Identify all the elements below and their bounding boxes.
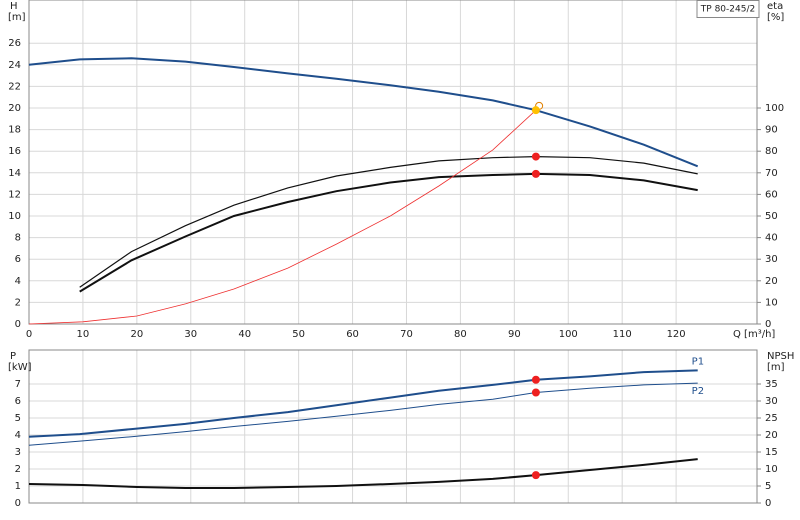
- operating-point: [531, 169, 540, 178]
- y2-tick-label: 30: [765, 254, 778, 265]
- y2-tick-label: 0: [765, 319, 771, 330]
- y-axis-unit: [m]: [8, 12, 26, 23]
- y-tick-label: 2: [15, 464, 21, 475]
- y2-tick-label: 35: [765, 379, 778, 390]
- y-tick-label: 2: [15, 297, 21, 308]
- y2-tick-label: 0: [765, 498, 771, 509]
- plot-frame: [28, 349, 758, 504]
- y2-tick-label: 50: [765, 211, 778, 222]
- title-box: [696, 0, 760, 18]
- y-tick-label: 16: [8, 146, 21, 157]
- series-line: [28, 109, 537, 325]
- x-tick-label: 10: [77, 329, 90, 340]
- series-line: [79, 155, 698, 288]
- y-tick-label: 1: [15, 481, 21, 492]
- y-tick-label: 20: [8, 103, 21, 114]
- y2-axis-unit: [%]: [767, 12, 784, 23]
- y-tick-label: 12: [8, 189, 21, 200]
- y-tick-label: 4: [15, 276, 21, 287]
- plot-area: [29, 0, 757, 324]
- y-tick-label: 6: [15, 254, 21, 265]
- chart-title: TP 80-245/2: [700, 5, 755, 15]
- y2-tick-label: 15: [765, 447, 778, 458]
- y2-tick-label: 20: [765, 430, 778, 441]
- y2-axis-label: eta: [767, 1, 783, 12]
- series-label: P1: [692, 356, 704, 367]
- series-line: [79, 172, 698, 293]
- x-tick-label: 90: [508, 329, 521, 340]
- y2-tick-label: 60: [765, 189, 778, 200]
- x-tick-label: 70: [400, 329, 413, 340]
- y-tick-label: 7: [15, 379, 21, 390]
- series-line: [28, 57, 699, 168]
- operating-point: [531, 106, 540, 115]
- y-tick-label: 4: [15, 430, 21, 441]
- y2-tick-label: 80: [765, 146, 778, 157]
- y2-tick-label: 30: [765, 396, 778, 407]
- y-tick-label: 8: [15, 233, 21, 244]
- operating-point: [531, 471, 540, 480]
- x-tick-label: 20: [130, 329, 143, 340]
- plot-frame: [28, 0, 758, 325]
- y2-tick-label: 40: [765, 233, 778, 244]
- x-tick-label: 60: [346, 329, 359, 340]
- y-tick-label: 0: [15, 498, 21, 509]
- y-axis-label: H: [10, 1, 18, 12]
- y-tick-label: 0: [15, 319, 21, 330]
- x-tick-label: 80: [454, 329, 467, 340]
- operating-point: [531, 388, 540, 397]
- y2-tick-label: 70: [765, 168, 778, 179]
- y2-tick-label: 10: [765, 464, 778, 475]
- y-axis-unit: [kW]: [8, 362, 32, 373]
- series-line: [28, 369, 698, 438]
- x-tick-label: 30: [184, 329, 197, 340]
- y2-tick-label: 100: [765, 103, 784, 114]
- y-tick-label: 18: [8, 125, 21, 136]
- y-tick-label: 14: [8, 168, 21, 179]
- x-tick-label: 40: [238, 329, 251, 340]
- y2-tick-label: 20: [765, 276, 778, 287]
- y2-axis-label: NPSH: [767, 351, 794, 362]
- y-tick-label: 24: [8, 60, 21, 71]
- y-tick-label: 3: [15, 447, 21, 458]
- series-label: P2: [692, 386, 704, 397]
- x-tick-label: 0: [26, 329, 32, 340]
- operating-point: [531, 375, 540, 384]
- operating-point: [531, 152, 540, 161]
- y-tick-label: 5: [15, 413, 21, 424]
- x-axis-label: Q [m³/h]: [733, 329, 775, 340]
- x-tick-label: 120: [667, 329, 686, 340]
- series-line: [28, 382, 698, 446]
- y-axis-label: P: [10, 351, 16, 362]
- x-tick-label: 50: [292, 329, 305, 340]
- x-tick-label: 100: [559, 329, 578, 340]
- y2-tick-label: 25: [765, 413, 778, 424]
- y-tick-label: 22: [8, 81, 21, 92]
- y2-tick-label: 90: [765, 125, 778, 136]
- y-tick-label: 10: [8, 211, 21, 222]
- y2-axis-unit: [m]: [767, 362, 785, 373]
- series-line: [28, 458, 698, 489]
- y-tick-label: 6: [15, 396, 21, 407]
- y2-tick-label: 5: [765, 481, 771, 492]
- x-tick-label: 110: [613, 329, 632, 340]
- y2-tick-label: 10: [765, 297, 778, 308]
- y-tick-label: 26: [8, 38, 21, 49]
